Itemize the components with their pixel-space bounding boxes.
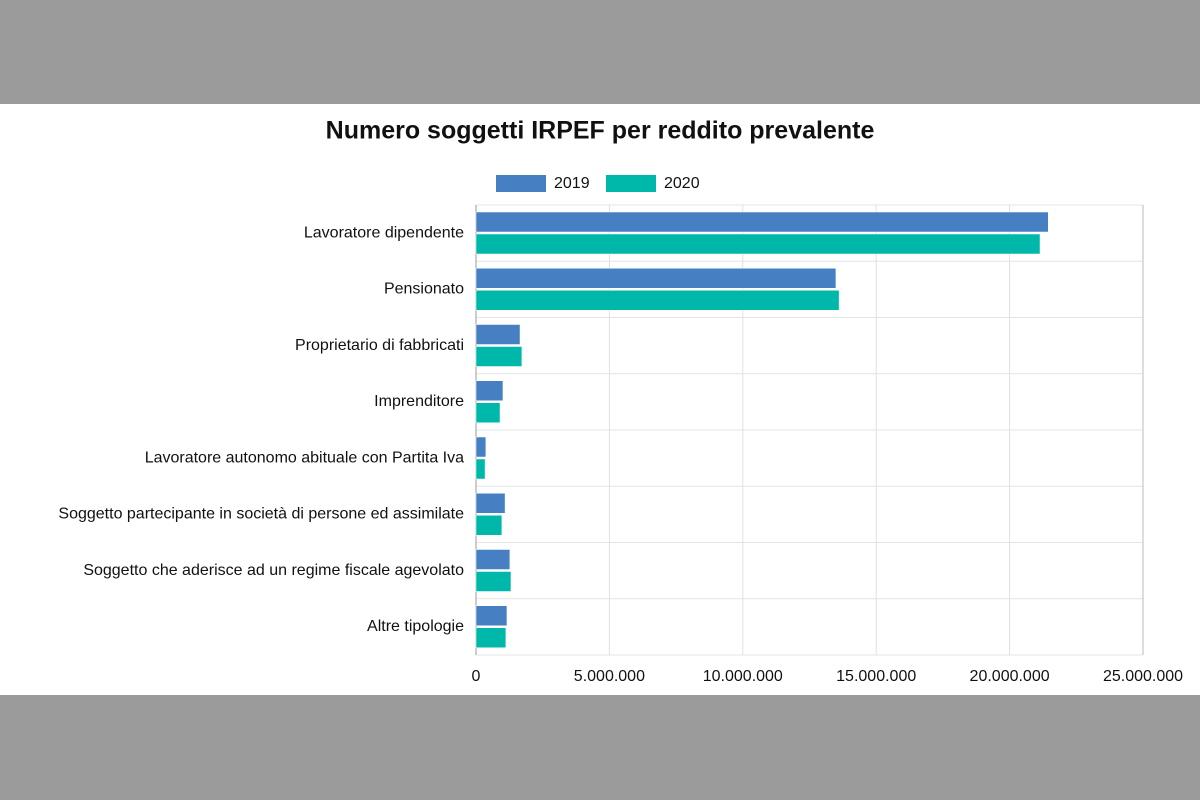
bar (475, 458, 486, 480)
legend-swatch (496, 175, 546, 192)
y-tick-label: Imprenditore (374, 393, 464, 410)
bar (475, 268, 837, 289)
x-tick-label: 5.000.000 (574, 668, 645, 685)
y-tick-label: Lavoratore dipendente (304, 224, 464, 241)
y-tick-label: Soggetto che aderisce ad un regime fisca… (83, 562, 464, 579)
bar (475, 211, 1049, 233)
chart-title: Numero soggetti IRPEF per reddito preval… (326, 117, 875, 145)
y-tick-label: Soggetto partecipante in società di pers… (58, 506, 464, 523)
bar (475, 627, 507, 648)
y-tick-label: Proprietario di fabbricati (295, 337, 464, 354)
legend-label: 2020 (664, 175, 700, 192)
bar (475, 549, 511, 570)
bar (475, 346, 523, 367)
bar (475, 324, 521, 345)
chart-panel (0, 104, 1200, 695)
x-tick-label: 20.000.000 (970, 668, 1050, 685)
y-tick-label: Lavoratore autonomo abituale con Partita… (145, 449, 464, 466)
bar (475, 436, 487, 458)
bar (475, 233, 1041, 255)
bar (475, 515, 503, 536)
y-tick-label: Altre tipologie (367, 618, 464, 635)
bar (475, 290, 840, 311)
legend-label: 2019 (554, 175, 590, 192)
x-tick-label: 0 (472, 668, 481, 685)
bar (475, 402, 501, 423)
bar (475, 380, 504, 401)
x-tick-label: 25.000.000 (1103, 668, 1183, 685)
y-tick-label: Pensionato (384, 281, 464, 298)
bar (475, 493, 506, 514)
bar (475, 605, 508, 626)
x-tick-label: 10.000.000 (703, 668, 783, 685)
bar (475, 571, 512, 592)
legend-swatch (606, 175, 656, 192)
x-tick-label: 15.000.000 (836, 668, 916, 685)
